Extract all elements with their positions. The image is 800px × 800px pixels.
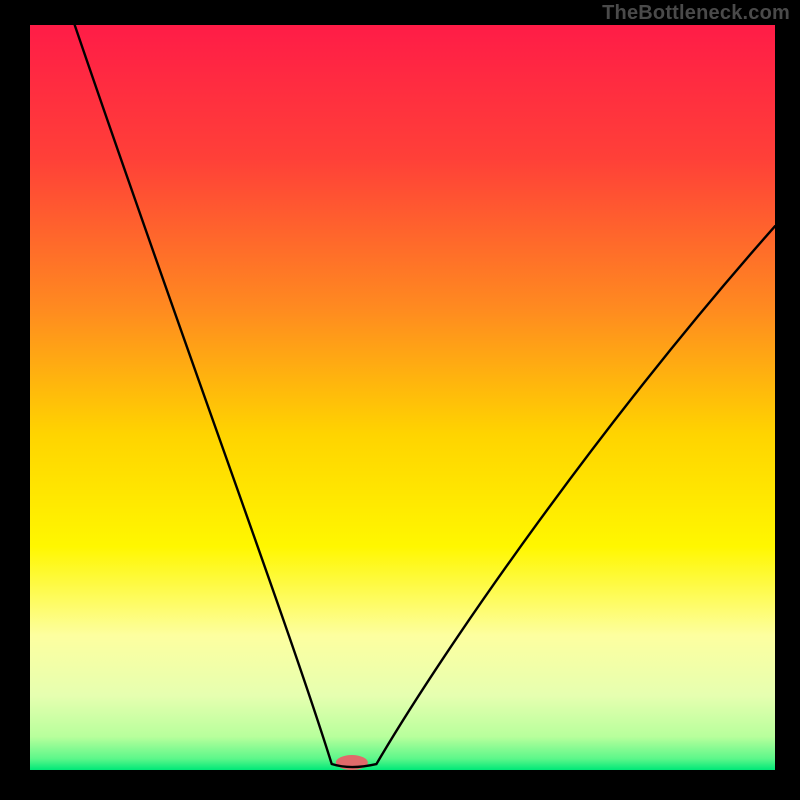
plot-background [30,25,775,770]
canvas-root: TheBottleneck.com [0,0,800,800]
watermark-text: TheBottleneck.com [602,2,790,25]
plot-svg [0,0,800,800]
